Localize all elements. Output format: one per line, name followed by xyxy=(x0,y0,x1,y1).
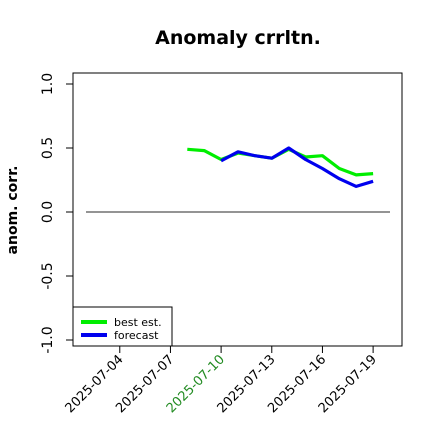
legend: best est. forecast xyxy=(72,306,173,347)
y-tick-label: -1.0 xyxy=(40,326,56,353)
y-axis-label: anom. corr. xyxy=(5,166,21,255)
legend-label-forecast: forecast xyxy=(114,329,159,342)
y-tick-label: 1.0 xyxy=(40,73,56,95)
y-tick-label: -0.5 xyxy=(40,262,56,289)
y-tick-label: 0.5 xyxy=(40,137,56,159)
chart-title: Anomaly crrltn. xyxy=(155,27,321,49)
legend-box xyxy=(72,306,173,347)
legend-label-best-est: best est. xyxy=(114,316,162,329)
y-axis: -1.0 -0.5 0.0 0.5 1.0 xyxy=(40,73,73,354)
series-line-forecast xyxy=(220,146,374,188)
y-tick-label: 0.0 xyxy=(40,201,56,223)
series-layer xyxy=(187,146,374,188)
plot-frame xyxy=(72,72,403,347)
x-axis: 2025-07-042025-07-072025-07-102025-07-13… xyxy=(63,346,380,416)
